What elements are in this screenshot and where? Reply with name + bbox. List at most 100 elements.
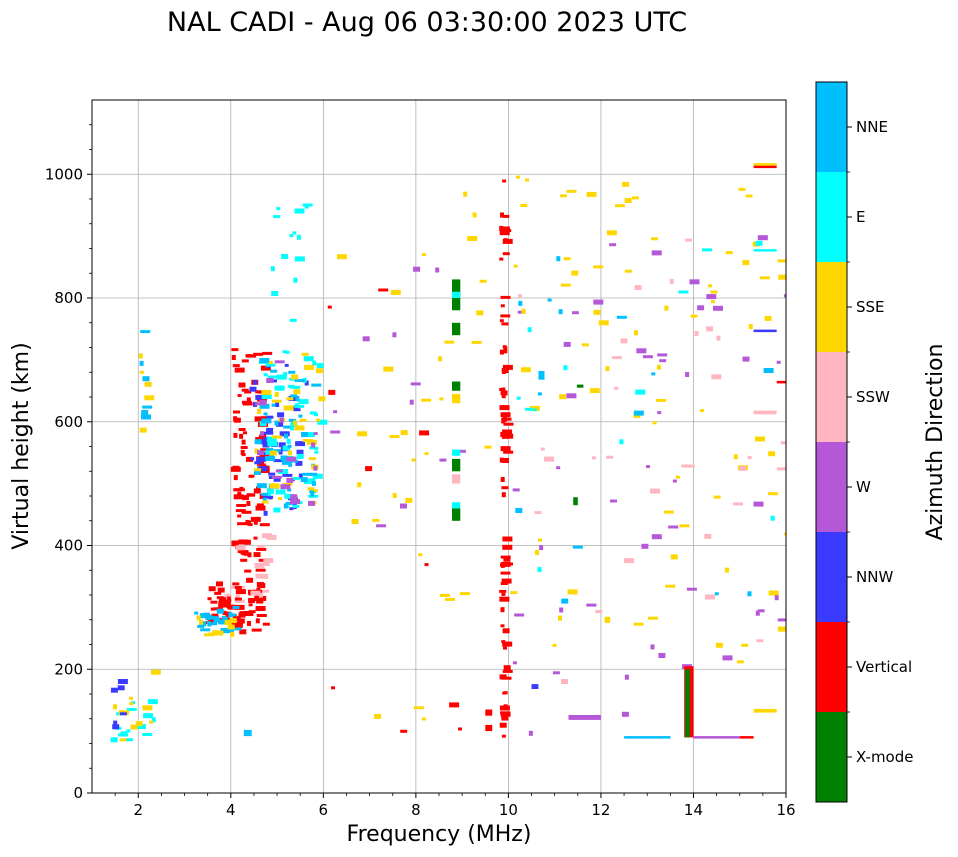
echo-point	[240, 558, 248, 562]
echo-point	[472, 212, 477, 218]
echo-point	[392, 332, 397, 338]
echo-point	[248, 603, 253, 607]
echo-point	[268, 496, 273, 500]
echo-point	[745, 194, 753, 198]
echo-point	[418, 553, 423, 557]
echo-point	[503, 350, 508, 354]
grid-lines	[92, 100, 786, 793]
echo-point	[269, 450, 277, 456]
echo-point	[261, 418, 272, 424]
echo-point	[636, 348, 647, 354]
echo-point	[142, 405, 153, 409]
echo-point	[314, 447, 319, 450]
echo-point	[499, 349, 504, 355]
echo-point	[512, 661, 517, 665]
echo-point	[261, 573, 269, 579]
echo-point	[144, 395, 155, 401]
echo-point	[664, 305, 669, 311]
echo-point	[273, 459, 284, 463]
echo-point	[780, 441, 786, 445]
echo-point	[209, 619, 217, 625]
echo-point	[374, 713, 382, 719]
echo-point	[200, 628, 211, 632]
echo-point	[293, 420, 297, 426]
echo-point	[256, 547, 267, 551]
echo-point	[197, 624, 205, 628]
echo-point	[208, 618, 219, 621]
echo-point	[563, 341, 571, 347]
echo-point	[616, 315, 627, 319]
colorbar-label: NNE	[856, 118, 888, 136]
echo-point	[460, 592, 470, 596]
echo-point	[147, 699, 158, 705]
echo-point	[240, 446, 248, 449]
echo-block	[693, 736, 740, 739]
echo-point	[242, 402, 253, 406]
echo-point	[516, 396, 521, 400]
echo-point	[675, 475, 680, 479]
echo-point	[540, 447, 545, 451]
echo-point	[270, 266, 275, 272]
echo-point	[241, 400, 252, 404]
echo-point	[229, 618, 237, 624]
echo-point	[500, 607, 505, 613]
echo-point	[285, 501, 293, 505]
echo-point	[284, 433, 288, 439]
echo-point	[314, 450, 319, 454]
echo-point	[141, 414, 151, 420]
echo-point	[251, 628, 262, 632]
echo-point	[268, 476, 273, 479]
echo-point	[517, 294, 522, 298]
echo-point	[725, 251, 733, 255]
echo-point	[288, 396, 299, 401]
colorbar-label: E	[856, 208, 865, 226]
echo-point	[502, 544, 513, 550]
echo-point	[271, 435, 282, 439]
echo-point	[263, 431, 274, 435]
echo-point	[238, 428, 246, 431]
echo-point	[303, 356, 314, 362]
echo-point	[331, 686, 335, 690]
echo-point	[287, 444, 292, 448]
echo-point	[563, 365, 568, 371]
echo-point	[233, 417, 241, 423]
echo-point	[376, 524, 387, 528]
echo-point	[586, 603, 597, 607]
echo-point	[648, 616, 658, 620]
echo-point	[512, 488, 520, 492]
echo-point	[571, 311, 579, 315]
echo-point	[777, 626, 786, 632]
echo-block	[753, 708, 777, 713]
colorbar-label: X-mode	[856, 748, 913, 766]
echo-point	[747, 591, 752, 597]
echo-point	[748, 324, 753, 330]
x-tick-label: 10	[499, 801, 518, 819]
echo-point	[267, 375, 278, 379]
echo-point	[265, 456, 276, 461]
echo-point	[684, 464, 695, 468]
echo-point	[261, 439, 269, 445]
echo-point	[768, 590, 779, 596]
echo-point	[763, 368, 774, 373]
echo-point	[255, 394, 263, 400]
echo-point	[713, 495, 721, 499]
echo-point	[263, 510, 268, 516]
echo-point	[392, 493, 397, 498]
echo-point	[502, 691, 507, 695]
echo-point	[245, 354, 253, 358]
echo-point	[537, 392, 542, 396]
echo-point	[502, 641, 513, 647]
echo-point	[267, 441, 278, 447]
echo-block	[452, 381, 461, 391]
echo-point	[274, 420, 279, 426]
echo-point	[316, 418, 321, 422]
echo-point	[246, 501, 251, 506]
echo-point	[289, 318, 297, 322]
echo-point	[362, 336, 370, 342]
echo-point	[559, 194, 567, 198]
echo-point	[255, 618, 260, 624]
echo-point	[271, 403, 276, 407]
echo-point	[110, 687, 118, 693]
echo-point	[126, 738, 133, 742]
